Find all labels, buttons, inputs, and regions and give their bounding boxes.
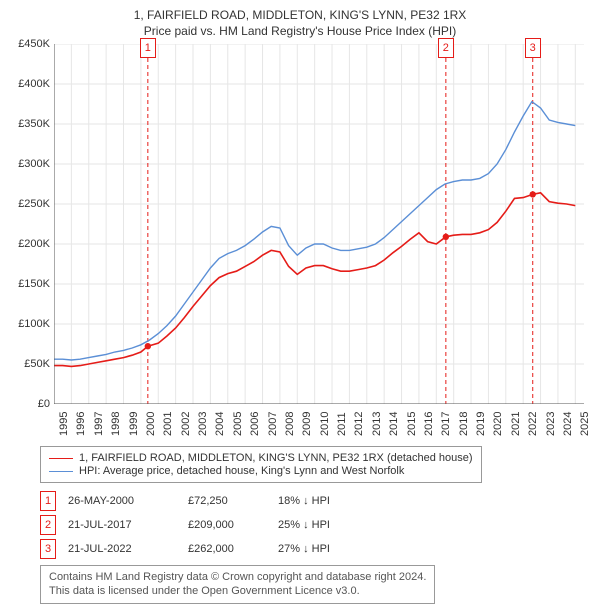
y-tick-label: £50K <box>10 358 50 370</box>
x-tick-label: 2022 <box>527 412 539 436</box>
event-price: £262,000 <box>188 543 278 555</box>
y-tick-label: £350K <box>10 118 50 130</box>
event-delta: 25% ↓ HPI <box>278 519 388 531</box>
x-tick-label: 2009 <box>301 412 313 436</box>
event-price: £209,000 <box>188 519 278 531</box>
x-tick-label: 2024 <box>562 412 574 436</box>
license-box: Contains HM Land Registry data © Crown c… <box>40 565 435 604</box>
chart-title-line1: 1, FAIRFIELD ROAD, MIDDLETON, KING'S LYN… <box>10 8 590 22</box>
event-table: 1 26-MAY-2000£72,25018% ↓ HPI 2 21-JUL-2017… <box>40 491 590 559</box>
y-tick-label: £100K <box>10 318 50 330</box>
legend-swatch <box>49 471 73 472</box>
x-tick-label: 2016 <box>423 412 435 436</box>
chart-title-line2: Price paid vs. HM Land Registry's House … <box>10 24 590 38</box>
event-marker-badge: 2 <box>40 515 56 535</box>
legend-swatch <box>49 458 73 459</box>
event-row: 3 21-JUL-2022£262,00027% ↓ HPI <box>40 539 590 559</box>
event-delta: 27% ↓ HPI <box>278 543 388 555</box>
x-tick-label: 2002 <box>180 412 192 436</box>
x-axis: 1995 1996 1997 1998 1999 2000 2001 2002 2003 2004… <box>54 404 584 438</box>
event-delta: 18% ↓ HPI <box>278 495 388 507</box>
chart-plot-area: £0£50K£100K£150K£200K£250K£300K£350K£400… <box>54 44 584 404</box>
event-date: 21-JUL-2022 <box>68 543 188 555</box>
x-tick-label: 1998 <box>110 412 122 436</box>
x-tick-label: 1996 <box>75 412 87 436</box>
x-tick-label: 1999 <box>128 412 140 436</box>
chart-svg <box>54 44 584 404</box>
event-date: 21-JUL-2017 <box>68 519 188 531</box>
event-marker-badge: 1 <box>40 491 56 511</box>
x-tick-label: 2012 <box>353 412 365 436</box>
x-tick-label: 2018 <box>458 412 470 436</box>
x-tick-label: 2001 <box>162 412 174 436</box>
x-tick-label: 2008 <box>284 412 296 436</box>
x-tick-label: 1997 <box>93 412 105 436</box>
y-tick-label: £0 <box>10 398 50 410</box>
event-row: 2 21-JUL-2017£209,00025% ↓ HPI <box>40 515 590 535</box>
x-tick-label: 2000 <box>145 412 157 436</box>
event-marker-badge: 3 <box>40 539 56 559</box>
x-tick-label: 2014 <box>388 412 400 436</box>
x-tick-label: 2021 <box>510 412 522 436</box>
chart-container: 1, FAIRFIELD ROAD, MIDDLETON, KING'S LYN… <box>0 0 600 590</box>
y-tick-label: £300K <box>10 158 50 170</box>
x-tick-label: 1995 <box>58 412 70 436</box>
event-row: 1 26-MAY-2000£72,25018% ↓ HPI <box>40 491 590 511</box>
y-axis: £0£50K£100K£150K£200K£250K£300K£350K£400… <box>10 44 50 404</box>
x-tick-label: 2017 <box>440 412 452 436</box>
y-tick-label: £400K <box>10 78 50 90</box>
legend-row: 1, FAIRFIELD ROAD, MIDDLETON, KING'S LYN… <box>49 452 473 464</box>
x-tick-label: 2011 <box>336 412 348 436</box>
x-tick-label: 2019 <box>475 412 487 436</box>
y-tick-label: £250K <box>10 198 50 210</box>
x-tick-label: 2023 <box>545 412 557 436</box>
legend-label: 1, FAIRFIELD ROAD, MIDDLETON, KING'S LYN… <box>79 452 473 464</box>
event-date: 26-MAY-2000 <box>68 495 188 507</box>
y-tick-label: £150K <box>10 278 50 290</box>
x-tick-label: 2007 <box>267 412 279 436</box>
x-tick-label: 2015 <box>406 412 418 436</box>
x-tick-label: 2020 <box>492 412 504 436</box>
x-tick-label: 2003 <box>197 412 209 436</box>
x-tick-label: 2005 <box>232 412 244 436</box>
license-line2: This data is licensed under the Open Gov… <box>49 584 426 598</box>
legend-row: HPI: Average price, detached house, King… <box>49 465 473 477</box>
x-tick-label: 2013 <box>371 412 383 436</box>
event-price: £72,250 <box>188 495 278 507</box>
y-tick-label: £450K <box>10 38 50 50</box>
x-tick-label: 2025 <box>579 412 591 436</box>
legend: 1, FAIRFIELD ROAD, MIDDLETON, KING'S LYN… <box>40 446 482 483</box>
license-line1: Contains HM Land Registry data © Crown c… <box>49 570 426 584</box>
x-tick-label: 2010 <box>319 412 331 436</box>
x-tick-label: 2004 <box>214 412 226 436</box>
legend-label: HPI: Average price, detached house, King… <box>79 465 404 477</box>
y-tick-label: £200K <box>10 238 50 250</box>
x-tick-label: 2006 <box>249 412 261 436</box>
